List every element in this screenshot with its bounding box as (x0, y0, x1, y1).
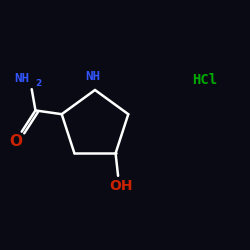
Text: NH: NH (15, 72, 30, 85)
Text: HCl: HCl (192, 73, 218, 87)
Text: OH: OH (109, 179, 132, 193)
Text: NH: NH (85, 70, 100, 83)
Text: O: O (9, 134, 22, 149)
Text: 2: 2 (35, 79, 41, 88)
